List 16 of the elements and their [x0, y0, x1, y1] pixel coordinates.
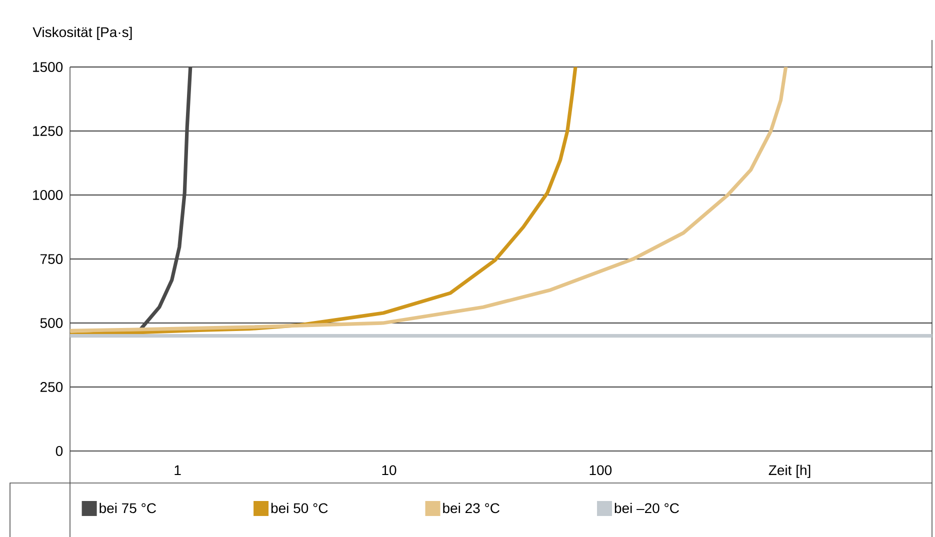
y-tick-label: 1000: [33, 190, 63, 200]
x-tick-label: 100: [590, 465, 612, 476]
y-tick-label: 1500: [33, 62, 63, 72]
y-axis-title: Viskosität [Pa·s]: [32, 26, 132, 40]
x-tick-label: 1: [174, 465, 181, 475]
legend-label: bei 50 °C: [271, 502, 328, 514]
y-tick-label: 1250: [33, 126, 63, 136]
legend-label: bei 75 °C: [100, 502, 156, 514]
legend-label: bei 23 °C: [443, 502, 500, 514]
y-tick-label: 500: [40, 318, 63, 328]
y-tick-label: 750: [40, 254, 63, 264]
legend-label: bei –20 °C: [614, 502, 679, 514]
y-tick-label: 0: [56, 446, 63, 456]
x-axis-title: Zeit [h]: [768, 464, 810, 478]
x-tick-label: 10: [382, 465, 396, 476]
y-tick-label: 250: [40, 382, 63, 392]
